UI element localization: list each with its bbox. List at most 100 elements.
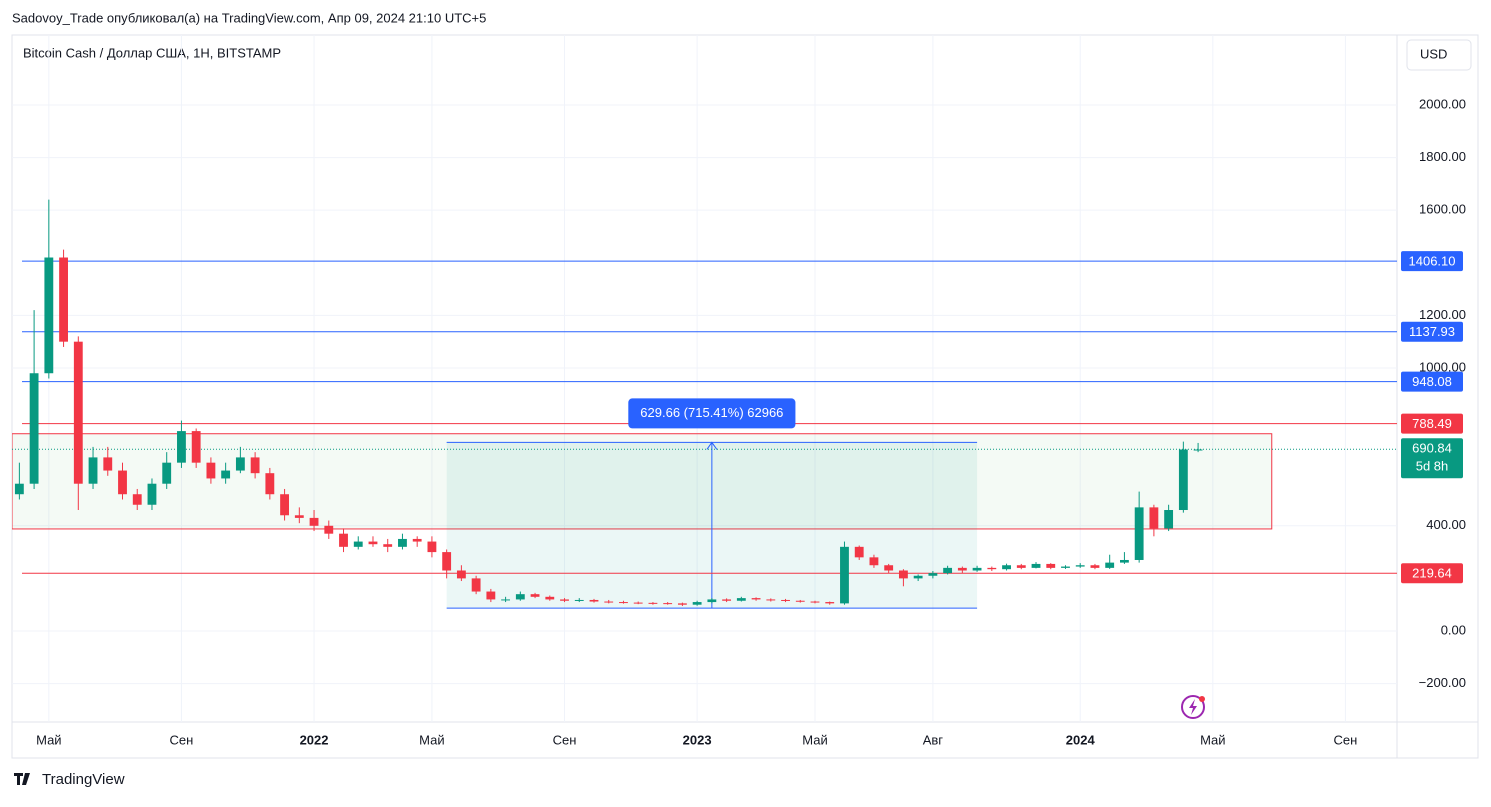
- x-tick-label: 2023: [683, 732, 712, 747]
- candle-body: [353, 541, 363, 547]
- candle-body: [633, 602, 643, 604]
- x-tick-label: 2022: [300, 732, 329, 747]
- level-tag: [1401, 251, 1463, 272]
- candle-body: [781, 599, 790, 601]
- measure-label-bg: [628, 398, 796, 429]
- candle-body: [339, 533, 348, 547]
- candle-body: [206, 462, 216, 479]
- candle-body: [854, 546, 864, 558]
- candle-body: [427, 541, 437, 553]
- header: Sadovoy_Trade опубликовал(а) на TradingV…: [12, 10, 486, 25]
- candle-body: [884, 565, 894, 571]
- candle-body: [442, 552, 452, 571]
- measure-label: 629.66 (715.41%) 62966: [628, 398, 796, 429]
- x-tick-label: Май: [419, 732, 444, 747]
- level-label: 1137.93: [1409, 324, 1455, 339]
- candle-body: [1031, 563, 1041, 568]
- candle-body: [825, 602, 835, 604]
- candle-body: [957, 567, 967, 571]
- y-tick-label: 400.00: [1426, 517, 1466, 532]
- x-tick-label: Май: [1200, 732, 1225, 747]
- candle-body: [1193, 449, 1203, 451]
- plot-area: [12, 35, 1397, 722]
- candle-body: [486, 591, 496, 600]
- candle-body: [162, 462, 172, 484]
- candle-body: [191, 431, 201, 463]
- level-label: 219.64: [1412, 566, 1452, 581]
- candle-body: [221, 470, 231, 479]
- candle-body: [1002, 565, 1011, 570]
- level-tag: [1401, 321, 1463, 342]
- level-tag: [1401, 563, 1463, 584]
- x-tick-label: Май: [802, 732, 827, 747]
- candle-body: [943, 567, 953, 574]
- last-price-tag: [1401, 438, 1463, 479]
- x-tick-label: Сен: [170, 732, 194, 747]
- y-tick-label: 2000.00: [1419, 96, 1466, 111]
- candle-body: [692, 602, 702, 605]
- candle-body: [309, 517, 319, 526]
- y-tick-label: 1000.00: [1419, 359, 1466, 374]
- footer-text: TradingView: [42, 771, 125, 788]
- candle-body: [44, 257, 54, 374]
- candle-body: [574, 599, 584, 601]
- chart-frame: [11, 34, 1479, 759]
- candle-body: [471, 578, 481, 592]
- candle-body: [14, 483, 24, 495]
- candle-body: [103, 457, 113, 471]
- candle-body: [456, 570, 466, 579]
- candle-body: [913, 575, 923, 579]
- candle-body: [29, 373, 39, 484]
- level-tag: [1401, 413, 1463, 434]
- candle-body: [1134, 507, 1144, 560]
- candle-body: [1016, 565, 1026, 568]
- candle-body: [1120, 559, 1129, 563]
- currency-button[interactable]: [1406, 39, 1472, 71]
- candle-body: [235, 457, 245, 471]
- level-label: 948.08: [1412, 374, 1452, 389]
- countdown-label: 5d 8h: [1416, 459, 1449, 474]
- candle-body: [972, 567, 982, 571]
- candle-body: [677, 603, 687, 605]
- x-tick-label: Авг: [923, 732, 944, 747]
- level-label: 788.49: [1412, 416, 1452, 431]
- candle-body: [604, 601, 614, 603]
- candle-body: [648, 602, 658, 604]
- zone: [12, 433, 1273, 530]
- candle-body: [987, 567, 997, 570]
- x-tick-label: Сен: [1334, 732, 1358, 747]
- y-tick-label: 0.00: [1441, 622, 1466, 637]
- candle-body: [368, 541, 378, 545]
- candle-body: [795, 600, 805, 602]
- candle-body: [324, 525, 334, 534]
- candle-body: [898, 570, 908, 579]
- candle-body: [88, 457, 98, 484]
- candle-body: [751, 598, 761, 600]
- candle-body: [515, 594, 525, 600]
- candle-body: [383, 544, 393, 547]
- x-tick-label: Сен: [553, 732, 577, 747]
- candle-body: [132, 494, 142, 505]
- candle-body: [147, 483, 157, 505]
- candle-body: [663, 603, 673, 605]
- measure-arrow-head: [706, 441, 718, 450]
- y-tick-label: −200.00: [1419, 675, 1466, 690]
- candle-body: [1178, 449, 1188, 511]
- candle-body: [928, 573, 938, 576]
- candle-body: [1046, 563, 1056, 568]
- last-price-label: 690.84: [1412, 441, 1452, 456]
- y-tick-label: 1200.00: [1419, 307, 1466, 322]
- y-tick-label: 1800.00: [1419, 149, 1466, 164]
- candle-body: [265, 473, 275, 495]
- candle-body: [250, 457, 260, 474]
- candle-body: [1164, 510, 1174, 529]
- candle-body: [545, 596, 555, 600]
- candle-body: [869, 557, 879, 566]
- candle-body: [412, 538, 422, 542]
- candle-body: [501, 599, 511, 601]
- candle-body: [1090, 565, 1100, 568]
- candle-body: [1149, 507, 1159, 529]
- candle-body: [398, 538, 407, 547]
